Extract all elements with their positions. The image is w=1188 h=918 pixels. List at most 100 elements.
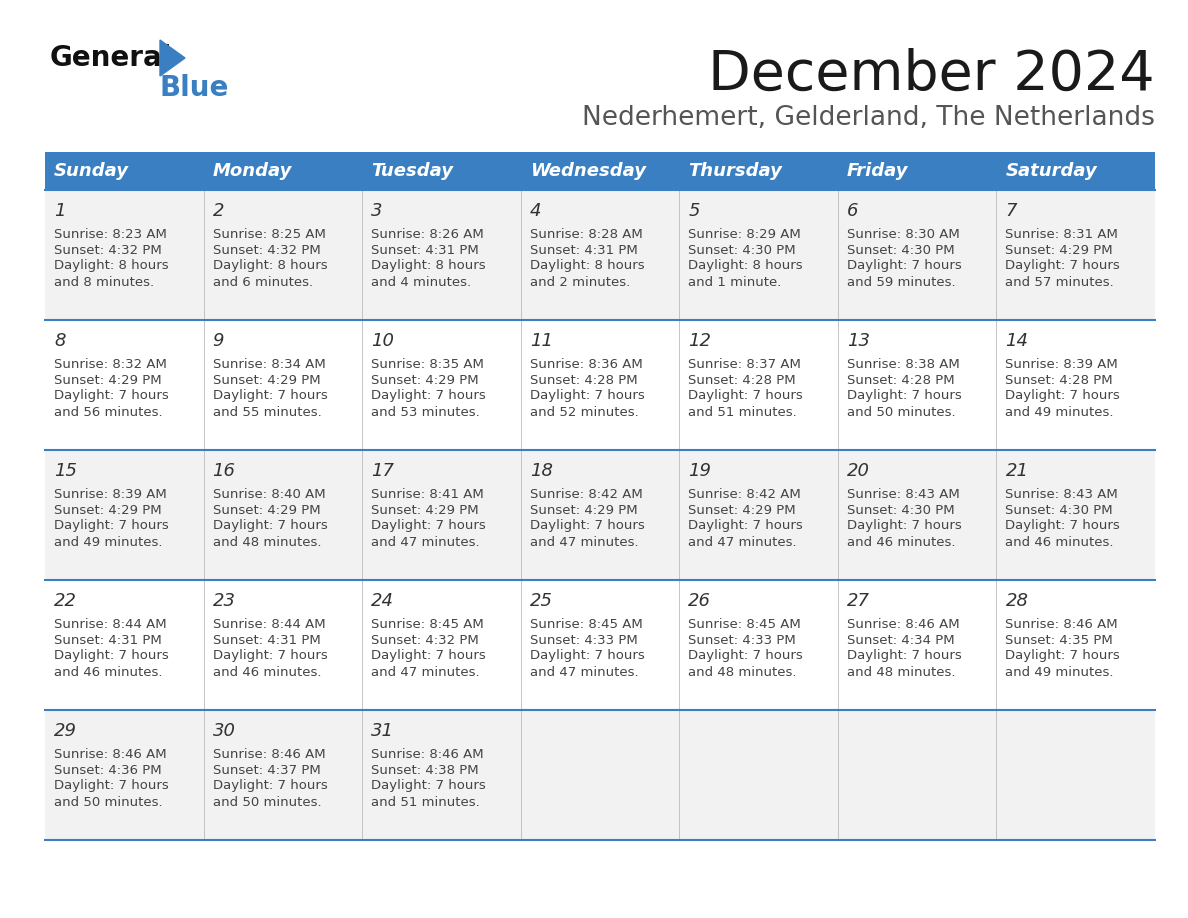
Text: and 50 minutes.: and 50 minutes.	[847, 406, 955, 419]
Text: 19: 19	[688, 462, 712, 480]
Text: Sunrise: 8:43 AM: Sunrise: 8:43 AM	[847, 487, 960, 500]
Text: Sunset: 4:29 PM: Sunset: 4:29 PM	[688, 503, 796, 517]
Text: Sunset: 4:31 PM: Sunset: 4:31 PM	[530, 243, 638, 256]
Text: Sunrise: 8:30 AM: Sunrise: 8:30 AM	[847, 228, 960, 241]
Text: Daylight: 7 hours: Daylight: 7 hours	[53, 520, 169, 532]
Text: Sunrise: 8:46 AM: Sunrise: 8:46 AM	[213, 747, 326, 760]
Text: Daylight: 7 hours: Daylight: 7 hours	[847, 389, 961, 402]
Text: 10: 10	[371, 332, 394, 350]
Text: Sunrise: 8:25 AM: Sunrise: 8:25 AM	[213, 228, 326, 241]
Text: Sunrise: 8:45 AM: Sunrise: 8:45 AM	[688, 618, 801, 631]
Text: Daylight: 7 hours: Daylight: 7 hours	[1005, 520, 1120, 532]
Text: Sunrise: 8:40 AM: Sunrise: 8:40 AM	[213, 487, 326, 500]
Polygon shape	[160, 40, 185, 76]
Text: 1: 1	[53, 202, 65, 220]
Text: 27: 27	[847, 592, 870, 610]
Text: Daylight: 7 hours: Daylight: 7 hours	[213, 520, 328, 532]
Text: and 47 minutes.: and 47 minutes.	[530, 666, 638, 678]
Text: 22: 22	[53, 592, 77, 610]
Text: 2: 2	[213, 202, 225, 220]
Text: and 46 minutes.: and 46 minutes.	[213, 666, 321, 678]
Text: Sunrise: 8:46 AM: Sunrise: 8:46 AM	[1005, 618, 1118, 631]
Text: Monday: Monday	[213, 162, 292, 180]
Text: Wednesday: Wednesday	[530, 162, 646, 180]
Text: 4: 4	[530, 202, 542, 220]
Text: Daylight: 7 hours: Daylight: 7 hours	[1005, 260, 1120, 273]
Text: 13: 13	[847, 332, 870, 350]
Text: and 8 minutes.: and 8 minutes.	[53, 275, 154, 288]
Text: Sunrise: 8:46 AM: Sunrise: 8:46 AM	[53, 747, 166, 760]
Text: and 49 minutes.: and 49 minutes.	[53, 535, 163, 548]
Bar	[45, 450, 1155, 580]
Text: Sunrise: 8:46 AM: Sunrise: 8:46 AM	[847, 618, 960, 631]
Text: Sunset: 4:28 PM: Sunset: 4:28 PM	[847, 374, 954, 386]
Text: and 50 minutes.: and 50 minutes.	[53, 796, 163, 809]
Text: General: General	[50, 44, 172, 72]
Text: 31: 31	[371, 722, 394, 740]
Text: 23: 23	[213, 592, 235, 610]
Text: Daylight: 7 hours: Daylight: 7 hours	[371, 389, 486, 402]
Text: 3: 3	[371, 202, 383, 220]
Text: Sunset: 4:32 PM: Sunset: 4:32 PM	[213, 243, 321, 256]
Text: and 57 minutes.: and 57 minutes.	[1005, 275, 1114, 288]
Text: 6: 6	[847, 202, 859, 220]
Text: and 48 minutes.: and 48 minutes.	[213, 535, 321, 548]
Text: 11: 11	[530, 332, 552, 350]
Text: Daylight: 7 hours: Daylight: 7 hours	[371, 650, 486, 663]
Text: Sunrise: 8:44 AM: Sunrise: 8:44 AM	[53, 618, 166, 631]
Text: Sunset: 4:31 PM: Sunset: 4:31 PM	[213, 633, 321, 646]
Text: 25: 25	[530, 592, 552, 610]
Text: Daylight: 7 hours: Daylight: 7 hours	[688, 650, 803, 663]
Text: 12: 12	[688, 332, 712, 350]
Text: Sunset: 4:28 PM: Sunset: 4:28 PM	[1005, 374, 1113, 386]
Text: Daylight: 8 hours: Daylight: 8 hours	[213, 260, 327, 273]
Text: Sunset: 4:38 PM: Sunset: 4:38 PM	[371, 764, 479, 777]
Text: and 49 minutes.: and 49 minutes.	[1005, 666, 1114, 678]
Bar	[45, 320, 1155, 450]
Text: Saturday: Saturday	[1005, 162, 1098, 180]
Text: Daylight: 8 hours: Daylight: 8 hours	[53, 260, 169, 273]
Text: Sunrise: 8:23 AM: Sunrise: 8:23 AM	[53, 228, 166, 241]
Text: Daylight: 7 hours: Daylight: 7 hours	[53, 779, 169, 792]
Text: Daylight: 7 hours: Daylight: 7 hours	[688, 389, 803, 402]
Bar	[45, 710, 1155, 840]
Text: Sunrise: 8:39 AM: Sunrise: 8:39 AM	[1005, 357, 1118, 371]
Text: 5: 5	[688, 202, 700, 220]
Text: Daylight: 7 hours: Daylight: 7 hours	[530, 389, 644, 402]
Text: and 51 minutes.: and 51 minutes.	[371, 796, 480, 809]
Text: Sunset: 4:35 PM: Sunset: 4:35 PM	[1005, 633, 1113, 646]
Text: Sunset: 4:32 PM: Sunset: 4:32 PM	[53, 243, 162, 256]
Text: Daylight: 8 hours: Daylight: 8 hours	[530, 260, 644, 273]
Text: Sunday: Sunday	[53, 162, 129, 180]
Text: Daylight: 7 hours: Daylight: 7 hours	[530, 650, 644, 663]
Text: 29: 29	[53, 722, 77, 740]
Text: Sunset: 4:30 PM: Sunset: 4:30 PM	[847, 243, 954, 256]
Text: and 6 minutes.: and 6 minutes.	[213, 275, 312, 288]
Text: and 59 minutes.: and 59 minutes.	[847, 275, 955, 288]
Text: Sunset: 4:28 PM: Sunset: 4:28 PM	[688, 374, 796, 386]
Text: and 46 minutes.: and 46 minutes.	[53, 666, 163, 678]
Text: 8: 8	[53, 332, 65, 350]
Text: Daylight: 7 hours: Daylight: 7 hours	[213, 650, 328, 663]
Text: Blue: Blue	[160, 74, 229, 102]
Text: Sunset: 4:29 PM: Sunset: 4:29 PM	[1005, 243, 1113, 256]
Bar	[45, 152, 1155, 190]
Text: and 47 minutes.: and 47 minutes.	[371, 535, 480, 548]
Text: Sunrise: 8:35 AM: Sunrise: 8:35 AM	[371, 357, 484, 371]
Text: Sunrise: 8:42 AM: Sunrise: 8:42 AM	[688, 487, 801, 500]
Text: and 53 minutes.: and 53 minutes.	[371, 406, 480, 419]
Text: Nederhemert, Gelderland, The Netherlands: Nederhemert, Gelderland, The Netherlands	[582, 105, 1155, 131]
Text: Daylight: 7 hours: Daylight: 7 hours	[53, 650, 169, 663]
Text: Sunrise: 8:32 AM: Sunrise: 8:32 AM	[53, 357, 166, 371]
Text: and 48 minutes.: and 48 minutes.	[688, 666, 797, 678]
Text: 7: 7	[1005, 202, 1017, 220]
Text: Daylight: 7 hours: Daylight: 7 hours	[688, 520, 803, 532]
Text: Daylight: 7 hours: Daylight: 7 hours	[1005, 650, 1120, 663]
Text: and 49 minutes.: and 49 minutes.	[1005, 406, 1114, 419]
Text: and 1 minute.: and 1 minute.	[688, 275, 782, 288]
Text: and 2 minutes.: and 2 minutes.	[530, 275, 630, 288]
Text: Sunset: 4:31 PM: Sunset: 4:31 PM	[371, 243, 479, 256]
Text: December 2024: December 2024	[708, 48, 1155, 102]
Text: Daylight: 7 hours: Daylight: 7 hours	[213, 389, 328, 402]
Text: and 47 minutes.: and 47 minutes.	[371, 666, 480, 678]
